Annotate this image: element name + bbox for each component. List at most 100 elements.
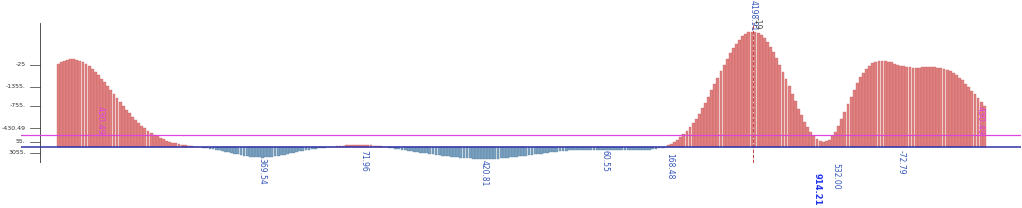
- Bar: [568, 147, 570, 150]
- Bar: [242, 147, 245, 156]
- Bar: [707, 97, 710, 147]
- Bar: [344, 145, 347, 147]
- Bar: [335, 146, 338, 147]
- Bar: [515, 147, 518, 157]
- Bar: [803, 122, 806, 147]
- Bar: [555, 147, 558, 152]
- Bar: [732, 48, 735, 147]
- Bar: [379, 146, 382, 147]
- Bar: [710, 90, 713, 147]
- Bar: [958, 78, 961, 147]
- Bar: [308, 147, 311, 150]
- Bar: [506, 147, 509, 158]
- Bar: [933, 67, 936, 147]
- Bar: [410, 147, 413, 151]
- Bar: [915, 68, 918, 147]
- Bar: [119, 102, 122, 147]
- Bar: [862, 73, 865, 147]
- Bar: [750, 32, 753, 147]
- Bar: [942, 69, 945, 147]
- Bar: [227, 147, 230, 152]
- Bar: [875, 62, 877, 147]
- Bar: [626, 147, 630, 150]
- Bar: [912, 68, 915, 147]
- Bar: [271, 147, 273, 157]
- Bar: [82, 62, 85, 147]
- Bar: [858, 77, 862, 147]
- Bar: [221, 147, 224, 151]
- Text: 430.49: 430.49: [975, 106, 984, 135]
- Bar: [128, 113, 131, 147]
- Bar: [552, 147, 555, 152]
- Bar: [948, 71, 951, 147]
- Bar: [236, 147, 239, 154]
- Bar: [840, 119, 843, 147]
- Bar: [434, 147, 437, 155]
- Bar: [301, 147, 305, 151]
- Bar: [311, 147, 314, 149]
- Bar: [902, 66, 905, 147]
- Bar: [487, 147, 491, 159]
- Bar: [143, 128, 146, 147]
- Bar: [184, 145, 187, 147]
- Bar: [437, 147, 440, 155]
- Bar: [558, 147, 561, 151]
- Bar: [905, 67, 909, 147]
- Bar: [964, 84, 967, 147]
- Bar: [930, 67, 933, 147]
- Bar: [596, 147, 599, 150]
- Bar: [398, 147, 401, 149]
- Bar: [509, 147, 512, 157]
- Bar: [549, 147, 552, 152]
- Bar: [97, 75, 100, 147]
- Bar: [843, 112, 846, 147]
- Bar: [341, 146, 344, 147]
- Bar: [677, 140, 679, 147]
- Bar: [657, 147, 660, 148]
- Bar: [156, 136, 158, 147]
- Text: 369.54: 369.54: [258, 158, 267, 185]
- Bar: [788, 86, 791, 147]
- Bar: [453, 147, 456, 157]
- Bar: [469, 147, 471, 158]
- Bar: [716, 78, 719, 147]
- Bar: [921, 67, 924, 147]
- Bar: [103, 82, 106, 147]
- Bar: [605, 147, 608, 150]
- Bar: [680, 137, 682, 147]
- Bar: [295, 147, 298, 152]
- Bar: [125, 110, 128, 147]
- Text: 420.81: 420.81: [479, 160, 489, 186]
- Bar: [974, 94, 976, 147]
- Bar: [212, 147, 215, 149]
- Text: 532.00: 532.00: [832, 163, 840, 189]
- Bar: [91, 69, 94, 147]
- Bar: [280, 147, 283, 155]
- Bar: [413, 147, 416, 152]
- Bar: [79, 61, 82, 147]
- Bar: [274, 147, 276, 156]
- Bar: [779, 65, 781, 147]
- Bar: [587, 147, 590, 150]
- Bar: [256, 147, 258, 157]
- Bar: [122, 106, 125, 147]
- Bar: [866, 69, 868, 147]
- Text: 3055.: 3055.: [8, 150, 26, 155]
- Bar: [562, 147, 564, 151]
- Bar: [533, 147, 537, 154]
- Bar: [738, 40, 741, 147]
- Bar: [822, 142, 825, 147]
- Bar: [530, 147, 533, 155]
- Bar: [924, 67, 927, 147]
- Bar: [202, 147, 205, 148]
- Bar: [131, 116, 134, 147]
- Bar: [181, 145, 184, 147]
- Bar: [419, 147, 422, 153]
- Bar: [565, 147, 567, 151]
- Bar: [881, 61, 883, 147]
- Bar: [980, 102, 982, 147]
- Bar: [112, 94, 115, 147]
- Bar: [373, 146, 375, 147]
- Bar: [620, 147, 623, 150]
- Bar: [478, 147, 480, 159]
